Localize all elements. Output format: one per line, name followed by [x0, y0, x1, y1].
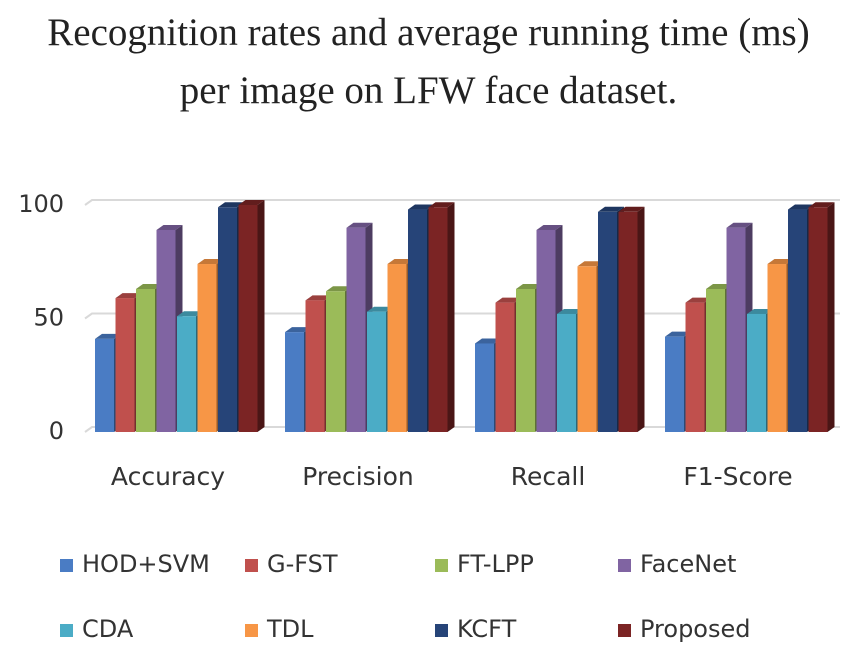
legend-label: G-FST	[267, 550, 338, 578]
legend-swatch	[435, 559, 448, 572]
bar-top	[516, 283, 542, 289]
bar	[557, 313, 576, 432]
y-tick-label: 100	[18, 190, 64, 218]
bar	[367, 311, 386, 432]
x-tick-label: F1-Score	[683, 462, 792, 491]
bar	[726, 227, 746, 432]
bar	[408, 209, 427, 432]
bar-top	[808, 202, 835, 208]
bar	[428, 207, 448, 432]
y-tick-label: 0	[49, 417, 64, 445]
legend-swatch	[60, 559, 73, 572]
legend-swatch	[435, 624, 448, 637]
bar-top	[767, 259, 794, 265]
legend-swatch	[245, 624, 258, 637]
bar-top	[326, 286, 352, 292]
bar	[788, 209, 807, 432]
bar	[326, 291, 345, 432]
legend-swatch	[245, 559, 258, 572]
bar	[808, 207, 828, 432]
bar-top	[598, 206, 624, 212]
legend-swatch	[618, 624, 631, 637]
bar	[516, 288, 535, 432]
bar	[285, 332, 304, 432]
bar-top	[177, 311, 203, 317]
legend-label: TDL	[266, 615, 314, 643]
bar-top	[495, 297, 522, 303]
chart-title: Recognition rates and average running ti…	[47, 11, 810, 112]
bar-top	[387, 259, 414, 265]
legend-label: Proposed	[640, 615, 751, 643]
bar-top	[238, 200, 265, 205]
bar-top	[706, 283, 732, 289]
bar-top	[475, 338, 501, 344]
legend-swatch	[618, 559, 631, 572]
bar-top	[346, 222, 373, 228]
bar-top	[136, 283, 162, 289]
bar	[387, 264, 407, 432]
bar-top	[197, 259, 224, 265]
bar	[346, 227, 366, 432]
bar	[767, 264, 787, 432]
legend-label: FT-LPP	[457, 550, 534, 578]
bar	[475, 343, 494, 432]
legend-label: FaceNet	[640, 550, 736, 578]
x-tick-label: Accuracy	[111, 462, 225, 491]
bar-top	[665, 331, 691, 337]
bar	[305, 300, 325, 432]
bar-top	[218, 202, 244, 208]
bar	[238, 205, 258, 432]
bar-top	[115, 293, 142, 299]
bar	[218, 207, 237, 432]
bar-side	[447, 202, 455, 432]
bar-top	[408, 204, 434, 210]
bar-top	[747, 308, 773, 314]
bar-top	[95, 333, 121, 339]
bar	[536, 229, 556, 432]
bar-top	[305, 295, 332, 301]
bar-top	[685, 297, 712, 303]
y-tick-label: 50	[33, 304, 64, 332]
bar	[665, 336, 684, 432]
bar-top	[726, 222, 753, 228]
legend-label: HOD+SVM	[82, 550, 210, 578]
bar-top	[156, 224, 183, 230]
bar-top	[788, 204, 814, 210]
bar-top	[367, 306, 393, 312]
bar-top	[577, 261, 604, 267]
bar	[95, 338, 114, 432]
bar-top	[428, 202, 455, 208]
legend-swatch	[60, 624, 73, 637]
bar	[136, 288, 155, 432]
bar	[706, 288, 725, 432]
bar	[177, 316, 196, 432]
x-tick-label: Recall	[511, 462, 586, 491]
bar	[115, 298, 135, 432]
bar-side	[827, 202, 835, 432]
bar	[495, 302, 515, 432]
bar-top	[536, 224, 563, 230]
bar-top	[285, 327, 311, 333]
grid-line	[84, 199, 840, 206]
bar	[577, 266, 597, 432]
bar-top	[618, 206, 645, 212]
bar	[747, 313, 766, 432]
bar-side	[637, 206, 645, 432]
bar	[156, 229, 176, 432]
bar-top	[557, 308, 583, 314]
bar	[598, 211, 617, 432]
bar	[685, 302, 705, 432]
bar	[197, 264, 217, 432]
legend-label: CDA	[82, 615, 134, 643]
legend-label: KCFT	[457, 615, 517, 643]
bar	[618, 211, 638, 432]
bar-side	[257, 200, 265, 432]
x-tick-label: Precision	[302, 462, 414, 491]
